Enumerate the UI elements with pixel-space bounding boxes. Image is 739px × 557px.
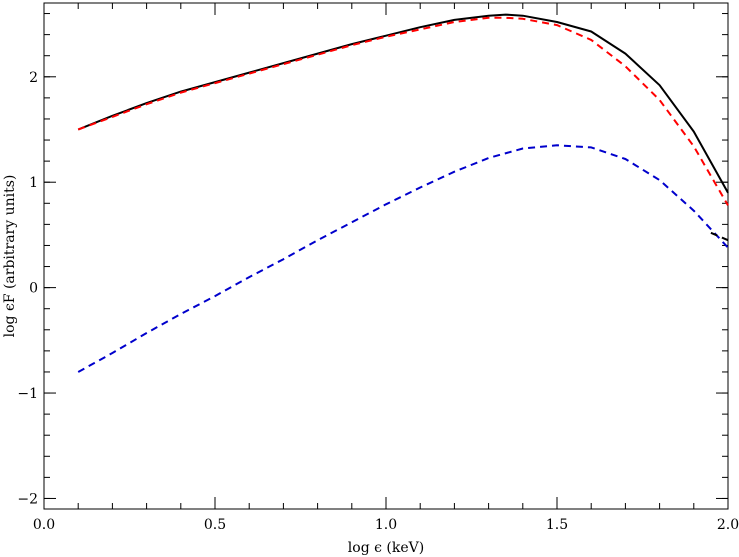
series-line-1 (77, 13, 729, 194)
series-layer (77, 13, 729, 373)
x-tick-label: 0.0 (33, 517, 55, 533)
plot-frame (43, 2, 729, 510)
x-axis-label: log ϵ (keV) (348, 540, 424, 556)
x-tick-label: 0.5 (204, 517, 226, 533)
y-tick-label: 0 (29, 281, 38, 297)
x-tick-label: 2.0 (717, 517, 739, 533)
y-tick-label: −2 (17, 491, 38, 507)
x-tick-labels: 0.0 0.5 1.0 1.5 2.0 (33, 517, 739, 533)
axis-ticks (43, 3, 729, 509)
x-tick-label: 1.0 (375, 517, 397, 533)
x-tick-label: 1.5 (546, 517, 568, 533)
y-tick-labels: −2 −1 0 1 2 (17, 70, 38, 508)
y-tick-label: 1 (29, 175, 38, 191)
series-line-2 (77, 16, 729, 206)
series-line-4 (710, 231, 729, 242)
y-tick-label: 2 (29, 70, 38, 86)
series-line-3 (77, 144, 729, 373)
y-axis-label: log ϵF (arbitrary units) (2, 175, 18, 338)
y-tick-label: −1 (17, 386, 38, 402)
